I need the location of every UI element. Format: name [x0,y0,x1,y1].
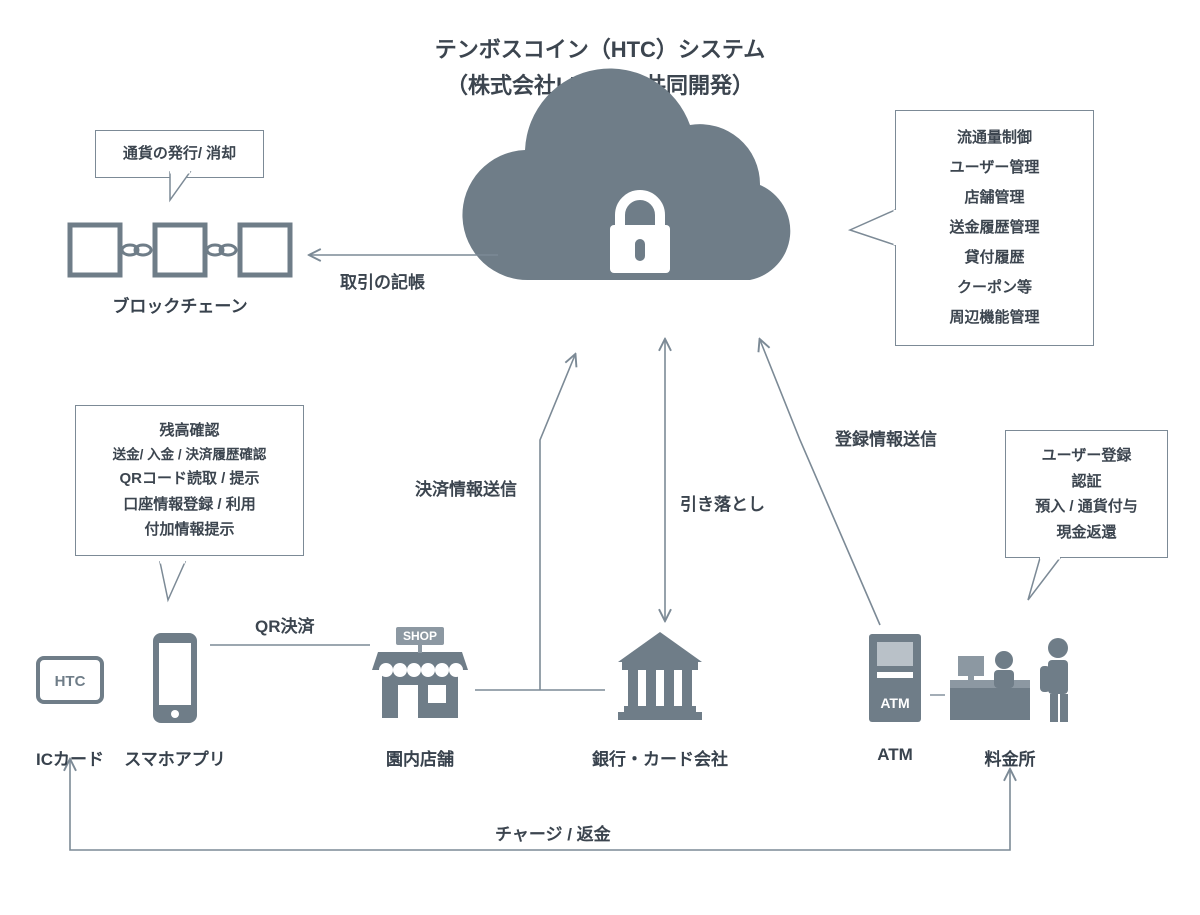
counter-icon [950,638,1068,722]
svg-text:SHOP: SHOP [403,629,437,643]
blockchain-icon [70,225,290,275]
edge-label-ledger: 取引の記帳 [340,268,425,293]
shop-icon: SHOP [372,627,468,718]
callout-blockchain: 通貨の発行/ 消却 [95,130,264,178]
label-counter: 料金所 [970,745,1050,770]
edge-label-debit: 引き落とし [680,490,765,515]
edge-label-payinfo: 決済情報送信 [415,475,517,500]
label-atm: ATM [865,745,925,765]
label-blockchain: ブロックチェーン [100,292,260,317]
svg-text:ATM: ATM [880,695,909,711]
callout-counter: ユーザー登録 認証 預入 / 通貨付与 現金返還 [1005,430,1168,558]
iccard-icon: HTC [38,658,102,702]
phone-icon [153,633,197,723]
callout-system: 流通量制御 ユーザー管理 店舗管理 送金履歴管理 貸付履歴 クーポン等 周辺機能… [895,110,1094,346]
label-shop: 園内店舗 [370,745,470,770]
bank-icon [618,632,702,720]
label-phone: スマホアプリ [120,745,230,770]
cloud-icon [462,69,790,281]
label-iccard: ICカード [30,745,110,770]
svg-text:HTC: HTC [55,673,86,690]
label-bank: 銀行・カード会社 [585,745,735,770]
edge-label-qr: QR決済 [255,612,315,637]
atm-icon: ATM [869,634,921,722]
title-line2: （株式会社Liquidと共同開発） [0,68,1200,100]
callout-phone: 残高確認 送金/ 入金 / 決済履歴確認 QRコード読取 / 提示 口座情報登録… [75,405,304,556]
edge-label-charge: チャージ / 返金 [495,820,611,845]
title-line1: テンボスコイン（HTC）システム [0,32,1200,64]
diagram-stage: テンボスコイン（HTC）システム （株式会社Liquidと共同開発） [0,0,1200,915]
edge-label-reg: 登録情報送信 [835,425,937,450]
